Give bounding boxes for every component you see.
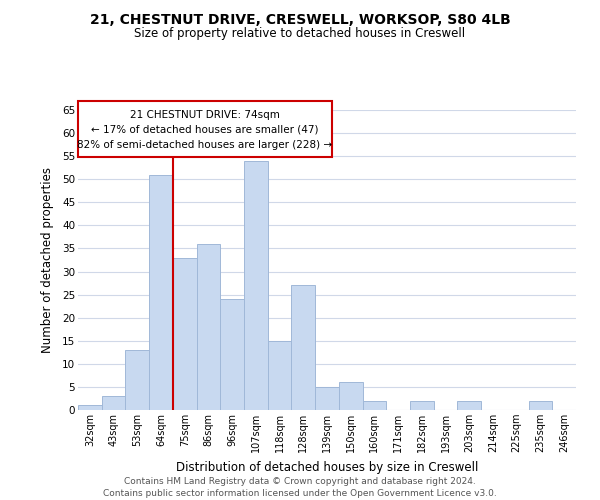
Bar xyxy=(220,299,244,410)
Text: ← 17% of detached houses are smaller (47): ← 17% of detached houses are smaller (47… xyxy=(91,125,319,135)
Bar xyxy=(292,286,315,410)
Bar xyxy=(339,382,362,410)
Text: 82% of semi-detached houses are larger (228) →: 82% of semi-detached houses are larger (… xyxy=(77,140,332,150)
Bar xyxy=(457,401,481,410)
Bar xyxy=(125,350,149,410)
Text: Contains public sector information licensed under the Open Government Licence v3: Contains public sector information licen… xyxy=(103,489,497,498)
Bar xyxy=(410,401,434,410)
Y-axis label: Number of detached properties: Number of detached properties xyxy=(41,167,53,353)
Bar xyxy=(268,341,292,410)
X-axis label: Distribution of detached houses by size in Creswell: Distribution of detached houses by size … xyxy=(176,460,478,473)
Bar xyxy=(244,161,268,410)
Bar xyxy=(529,401,552,410)
Bar xyxy=(362,401,386,410)
FancyBboxPatch shape xyxy=(78,101,332,156)
Bar xyxy=(315,387,339,410)
Text: 21, CHESTNUT DRIVE, CRESWELL, WORKSOP, S80 4LB: 21, CHESTNUT DRIVE, CRESWELL, WORKSOP, S… xyxy=(89,12,511,26)
Text: 21 CHESTNUT DRIVE: 74sqm: 21 CHESTNUT DRIVE: 74sqm xyxy=(130,110,280,120)
Text: Contains HM Land Registry data © Crown copyright and database right 2024.: Contains HM Land Registry data © Crown c… xyxy=(124,478,476,486)
Bar xyxy=(173,258,197,410)
Bar xyxy=(102,396,125,410)
Bar xyxy=(149,174,173,410)
Text: Size of property relative to detached houses in Creswell: Size of property relative to detached ho… xyxy=(134,28,466,40)
Bar xyxy=(197,244,220,410)
Bar xyxy=(78,406,102,410)
